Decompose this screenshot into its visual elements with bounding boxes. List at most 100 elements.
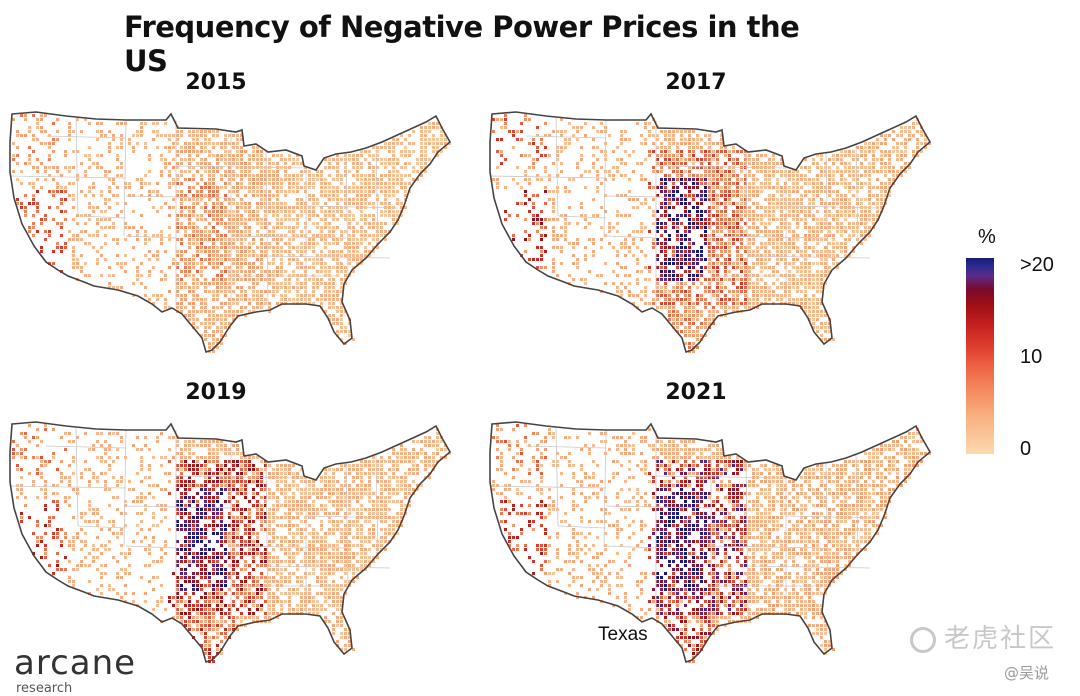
map-cell — [384, 158, 387, 161]
map-cell — [716, 278, 719, 281]
map-cell — [240, 174, 243, 177]
map-cell — [444, 456, 447, 459]
map-cell — [888, 134, 891, 137]
map-cell — [32, 182, 35, 185]
map-cell — [112, 226, 115, 229]
map-cell — [288, 464, 291, 467]
map-cell — [748, 162, 751, 165]
map-cell — [708, 146, 711, 149]
map-cell — [816, 190, 819, 193]
map-cell — [100, 154, 103, 157]
state-border — [45, 135, 127, 139]
map-cell — [216, 460, 219, 463]
map-cell — [116, 166, 119, 169]
map-cell — [644, 142, 647, 145]
map-cell — [212, 310, 215, 313]
map-cell — [424, 170, 427, 173]
map-cell — [256, 214, 259, 217]
map-cell — [648, 182, 651, 185]
map-cell — [344, 330, 347, 333]
map-cell — [576, 126, 579, 129]
map-cell — [496, 186, 499, 189]
map-cell — [756, 154, 759, 157]
map-cell — [836, 170, 839, 173]
map-cell — [332, 480, 335, 483]
map-cell — [728, 190, 731, 193]
map-cell — [696, 326, 699, 329]
map-cell — [340, 310, 343, 313]
map-cell — [232, 318, 235, 321]
map-cell — [780, 210, 783, 213]
map-cell — [608, 170, 611, 173]
map-cell — [280, 202, 283, 205]
map-cell — [904, 130, 907, 133]
map-cell — [232, 242, 235, 245]
map-cell — [240, 258, 243, 261]
map-cell — [696, 218, 699, 221]
map-cell — [668, 218, 671, 221]
map-cell — [804, 210, 807, 213]
map-cell — [784, 206, 787, 209]
map-cell — [116, 122, 119, 125]
map-cell — [564, 146, 567, 149]
map-cell — [896, 142, 899, 145]
map-cell — [368, 226, 371, 229]
map-cell — [308, 294, 311, 297]
map-cell — [256, 484, 259, 487]
map-cell — [676, 234, 679, 237]
map-cell — [712, 230, 715, 233]
map-cell — [908, 126, 911, 129]
map-cell — [340, 158, 343, 161]
map-cell — [808, 282, 811, 285]
map-cell — [216, 202, 219, 205]
map-cell — [368, 214, 371, 217]
map-cell — [332, 194, 335, 197]
map-cell — [840, 226, 843, 229]
map-cell — [224, 464, 227, 467]
map-cell — [228, 472, 231, 475]
map-cell — [224, 182, 227, 185]
map-cell — [304, 282, 307, 285]
map-cell — [772, 274, 775, 277]
map-cell — [276, 286, 279, 289]
map-cell — [108, 190, 111, 193]
map-cell — [380, 456, 383, 459]
map-cell — [576, 266, 579, 269]
map-cell — [148, 270, 151, 273]
map-cell — [60, 198, 63, 201]
map-cell — [352, 476, 355, 479]
map-cell — [440, 448, 443, 451]
map-cell — [320, 230, 323, 233]
map-cell — [28, 154, 31, 157]
map-cell — [288, 468, 291, 471]
map-cell — [768, 214, 771, 217]
map-cell — [184, 286, 187, 289]
map-cell — [348, 190, 351, 193]
map-cell — [272, 468, 275, 471]
map-cell — [796, 206, 799, 209]
map-cell — [712, 250, 715, 253]
map-cell — [240, 254, 243, 257]
map-cell — [608, 230, 611, 233]
map-cell — [28, 202, 31, 205]
map-cell — [796, 266, 799, 269]
map-cell — [232, 314, 235, 317]
map-cell — [228, 282, 231, 285]
map-cell — [688, 202, 691, 205]
map-cell — [684, 230, 687, 233]
map-cell — [396, 182, 399, 185]
map-cell — [264, 158, 267, 161]
map-cell — [844, 246, 847, 249]
map-cell — [776, 262, 779, 265]
map-cell — [304, 480, 307, 483]
map-cell — [564, 218, 567, 221]
map-cell — [696, 210, 699, 213]
map-cell — [840, 158, 843, 161]
map-cell — [260, 246, 263, 249]
map-cell — [248, 154, 251, 157]
map-cell — [252, 242, 255, 245]
map-cell — [276, 472, 279, 475]
map-cell — [640, 202, 643, 205]
map-cell — [792, 246, 795, 249]
map-cell — [880, 166, 883, 169]
